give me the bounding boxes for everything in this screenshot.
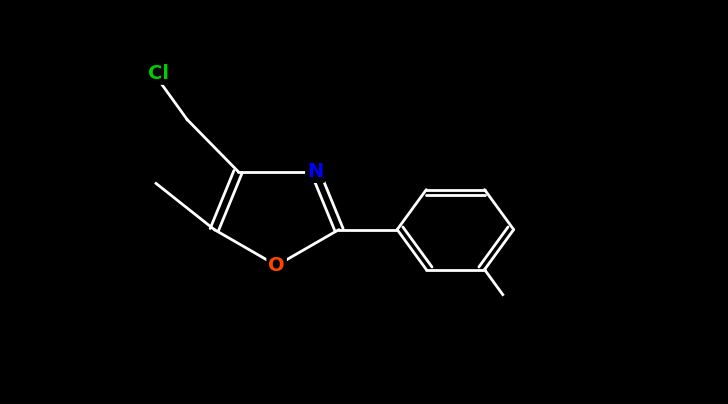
Text: N: N	[307, 162, 323, 181]
Text: O: O	[269, 256, 285, 275]
Text: Cl: Cl	[148, 64, 169, 83]
